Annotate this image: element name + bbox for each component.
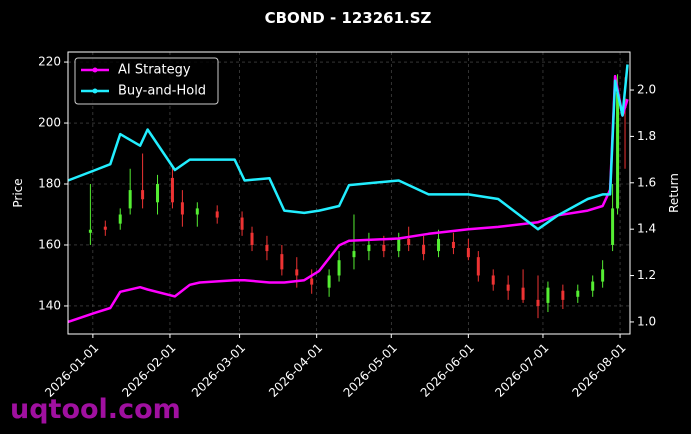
grid — [68, 52, 630, 334]
y-axis-label: Price — [11, 178, 25, 207]
return-line — [67, 74, 629, 324]
y-tick-label: 200 — [38, 116, 61, 130]
candle-body — [536, 299, 540, 306]
candle-body — [156, 184, 160, 203]
candle-body — [337, 260, 341, 276]
legend: AI Strategy Buy-and-Hold — [74, 57, 219, 105]
legend-box — [74, 57, 219, 105]
candle-body — [367, 244, 371, 252]
return-line — [67, 64, 629, 231]
candle-body — [521, 287, 525, 300]
candle-body — [506, 284, 510, 291]
candle-body — [265, 244, 269, 252]
candle-body — [382, 244, 386, 252]
watermark: uqtool.com — [10, 394, 181, 425]
candle-body — [561, 290, 565, 300]
plot-frame — [67, 51, 631, 335]
candle-body — [422, 244, 426, 255]
candle-body — [170, 177, 174, 203]
candle-body — [327, 275, 331, 288]
y2-tick-label: 1.0 — [637, 314, 656, 328]
candle-body — [491, 275, 495, 285]
y2-tick-label: 1.6 — [637, 175, 656, 189]
candle-body — [397, 238, 401, 252]
y2-tick-label: 1.4 — [637, 222, 656, 236]
candle-body — [437, 238, 441, 252]
legend-marker — [92, 67, 98, 73]
legend-label: AI Strategy — [118, 63, 191, 78]
candle-body — [250, 232, 254, 245]
y-tick-label: 180 — [38, 177, 61, 191]
legend-marker — [92, 88, 98, 94]
candle-body — [591, 281, 595, 291]
candle-body — [407, 238, 411, 245]
candle-body — [352, 251, 356, 258]
marks — [67, 64, 629, 324]
legend-label: Buy-and-Hold — [118, 84, 206, 99]
candle-body — [103, 226, 107, 230]
y-tick-label: 160 — [38, 237, 61, 251]
chart-title: CBOND - 123261.SZ — [265, 9, 432, 27]
candle-body — [466, 248, 470, 258]
candle-body — [451, 241, 455, 249]
candle-body — [280, 254, 284, 270]
candle-body — [611, 208, 615, 245]
candle-body — [546, 287, 550, 303]
y2-tick-label: 1.8 — [637, 129, 656, 143]
y-tick-label: 140 — [38, 298, 61, 312]
y2-tick-label: 1.2 — [637, 268, 656, 282]
candle-body — [295, 269, 299, 276]
candle-body — [118, 214, 122, 224]
y-tick-label: 220 — [38, 55, 61, 69]
candle-body — [616, 92, 620, 209]
candle-body — [310, 278, 314, 285]
candle-body — [128, 190, 132, 209]
candle-body — [576, 290, 580, 297]
candle-body — [141, 190, 145, 200]
candle-body — [195, 208, 199, 215]
candle-body — [180, 202, 184, 215]
candle-body — [88, 229, 92, 233]
y2-tick-label: 2.0 — [637, 83, 656, 97]
y2-axis-label: Return — [667, 173, 681, 213]
candle-body — [215, 211, 219, 218]
candle-body — [601, 269, 605, 282]
candle-body — [476, 257, 480, 276]
candle-body — [240, 217, 244, 230]
